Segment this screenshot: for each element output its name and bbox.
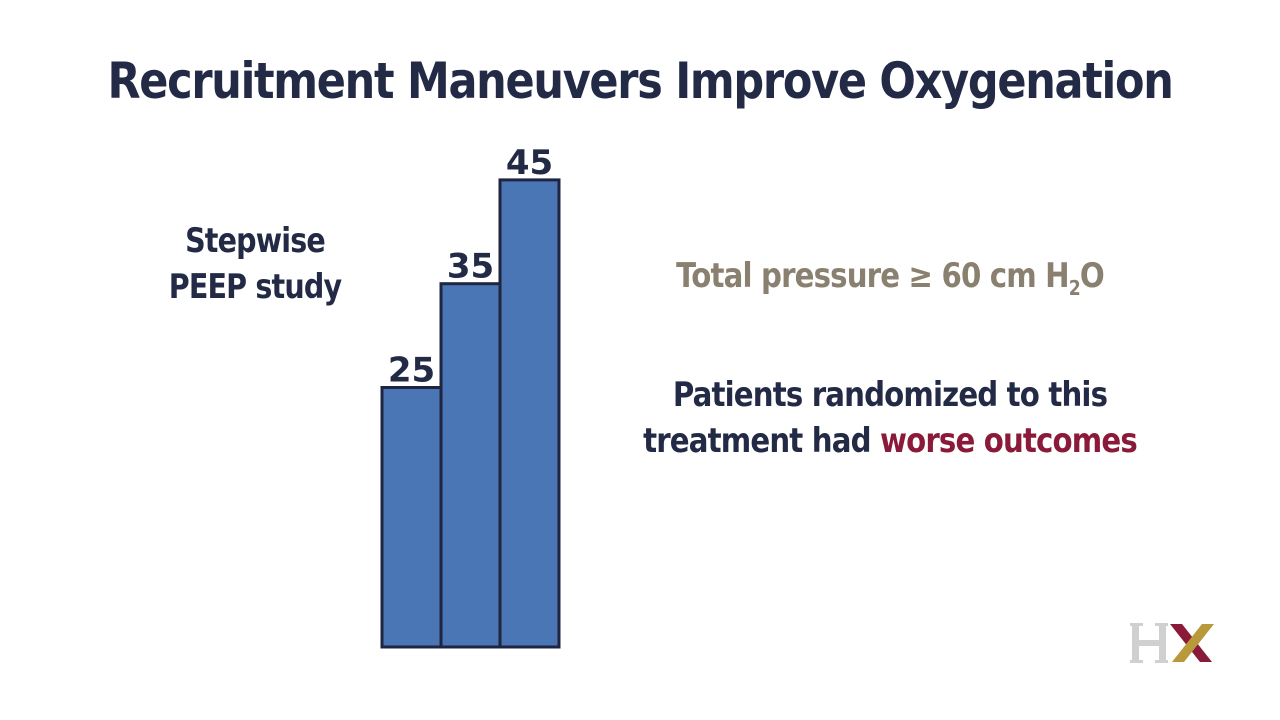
pressure-suffix: O [1079,256,1105,296]
logo-x-gold [1172,624,1214,662]
bar-labels-group: 25 35 45 [388,143,553,391]
study-label-line2: PEEP study [168,267,342,307]
slide-title: Recruitment Maneuvers Improve Oxygenatio… [107,52,1173,110]
hx-logo [1130,623,1214,663]
outcome-note: Patients randomized to this treatment ha… [632,372,1148,464]
bars-group [380,178,561,649]
bar-25 [380,386,443,649]
bar-label-25: 25 [388,351,435,391]
study-label-line1: Stepwise [185,221,326,261]
pressure-note: Total pressure ≥ 60 cm H2O [641,256,1140,298]
pressure-text: Total pressure ≥ 60 cm H [676,256,1070,296]
bar-label-35: 35 [447,247,494,287]
bar-45 [498,178,561,649]
pressure-subscript: 2 [1068,276,1081,300]
bar-label-45: 45 [506,143,553,183]
outcome-line2: treatment had worse outcomes [632,418,1148,464]
outcome-line2-prefix: treatment had [643,421,880,461]
outcome-line1: Patients randomized to this [672,375,1108,415]
outcome-highlight: worse outcomes [879,421,1138,461]
logo-h [1130,623,1168,663]
bar-35 [439,282,502,649]
study-label: Stepwise PEEP study [158,218,351,310]
